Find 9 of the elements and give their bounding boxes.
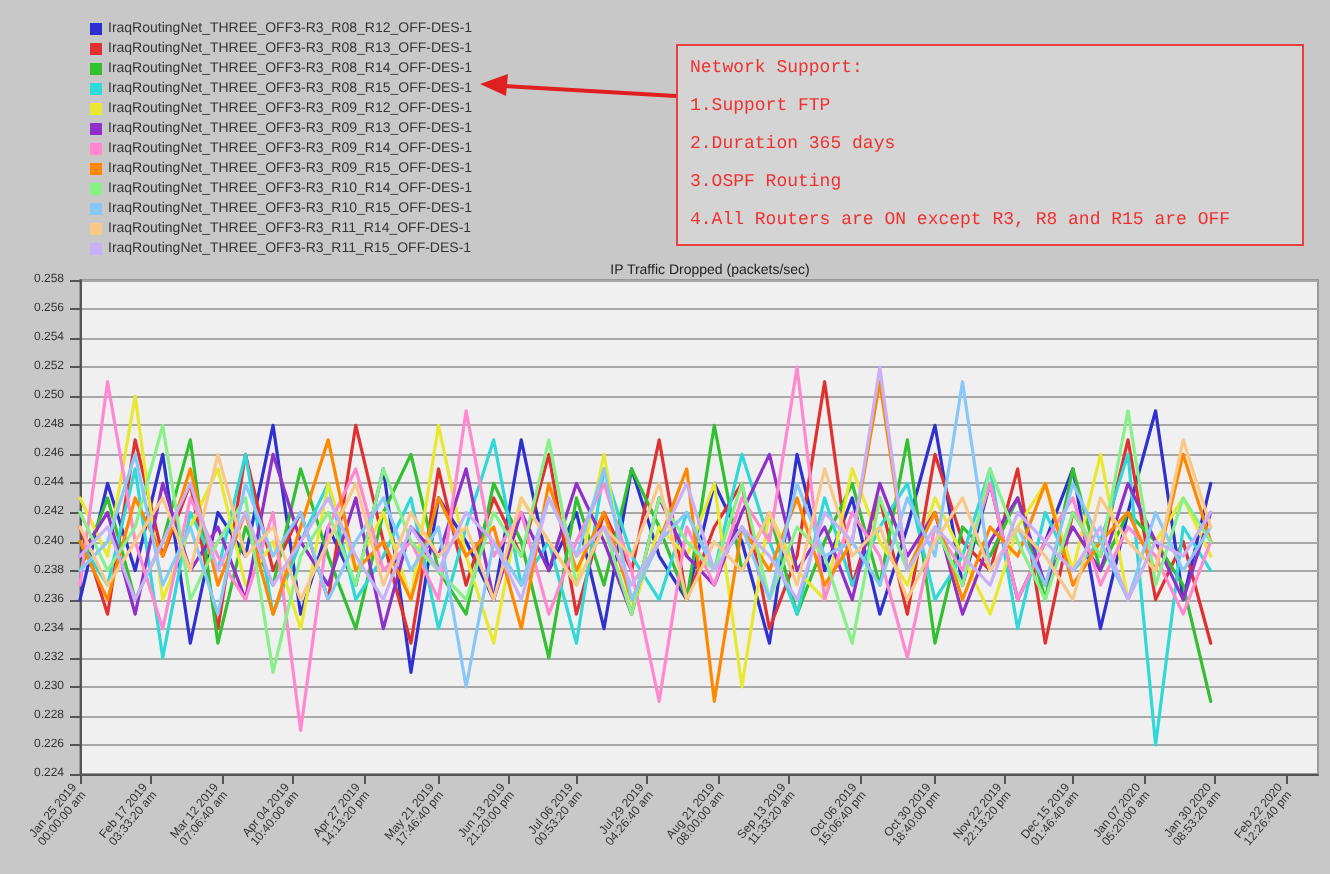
text: 3.OSPF Routing <box>690 170 844 196</box>
line-series <box>78 438 1213 747</box>
text: 4.All Routers are ON except R3, R8 and R15 are OFF <box>690 208 1233 234</box>
text: 2.Duration 365 days <box>690 132 898 158</box>
text: Network Support: <box>690 56 865 82</box>
line-series <box>78 452 1213 631</box>
text: 1.Support FTP <box>690 94 833 120</box>
line-series <box>78 438 1213 602</box>
line-series <box>78 365 1213 602</box>
